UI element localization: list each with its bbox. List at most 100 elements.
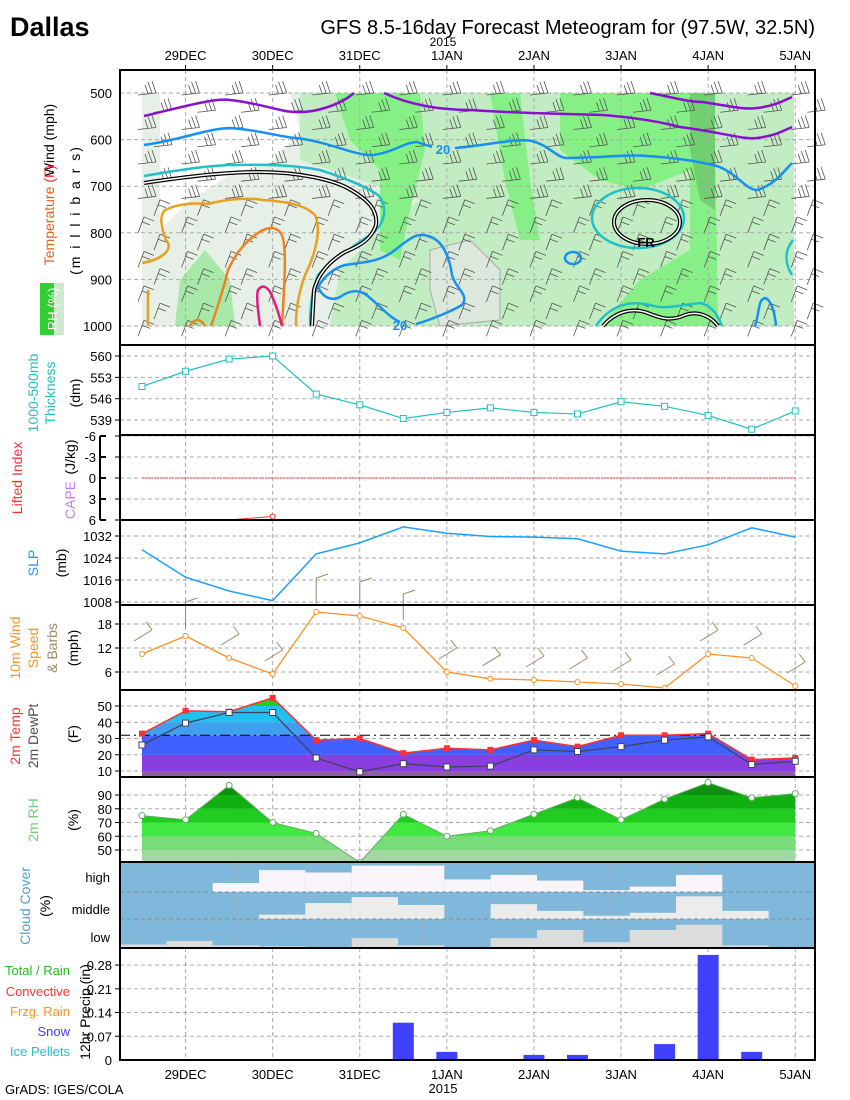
wind-barb — [676, 268, 693, 285]
wind-speed-label-1: 10m Wind — [7, 616, 23, 679]
wind-barb — [153, 132, 173, 148]
wind-barb — [181, 216, 198, 234]
cloud-bar-low — [722, 945, 769, 948]
wind-barb — [632, 268, 650, 285]
temp-band — [142, 754, 796, 771]
wind-barb — [747, 115, 767, 130]
lifted-index-panel: -6 -3 0 3 6 — [84, 429, 816, 528]
rh-bright-green-band-1 — [335, 93, 425, 260]
wind-barb — [486, 115, 505, 130]
rh-point — [661, 795, 669, 803]
wind-barb — [790, 320, 808, 337]
precip-legend-snow: Snow — [37, 1024, 70, 1039]
temp-point — [487, 746, 494, 753]
day-label-top: 5JAN — [779, 48, 811, 63]
wind-barb — [747, 149, 767, 165]
wind-barb — [458, 199, 475, 216]
temp-band — [142, 697, 796, 706]
precip-panel: 0.28 0.21 0.14 0.07 0 — [87, 947, 816, 1068]
wind-barb — [720, 98, 739, 113]
pressure-tick-label: 500 — [90, 86, 112, 101]
slp-line — [141, 526, 796, 602]
wind-barb — [264, 641, 284, 662]
lifted-index-point — [269, 513, 276, 520]
dewpt-point — [269, 709, 277, 716]
y-tick-label: 40 — [98, 715, 112, 730]
wind-barb — [617, 184, 636, 199]
cloud-bar-middle — [351, 897, 398, 919]
wind-barb — [181, 251, 198, 268]
rh-point — [399, 810, 407, 818]
wind-barb — [807, 132, 826, 148]
thickness-panel-frame — [119, 344, 816, 436]
wind-barb — [719, 302, 737, 320]
wind-barb — [486, 216, 503, 234]
wind-barb — [458, 268, 475, 285]
wind-barb — [137, 184, 157, 199]
wind-barb — [220, 625, 240, 646]
temperature-label: Temperature (F) — [41, 165, 57, 265]
wind-barb — [137, 115, 157, 130]
wind-barb — [660, 251, 677, 268]
wind-barb — [502, 302, 519, 320]
contour-orange-outer — [141, 197, 319, 327]
wind-barb — [763, 268, 780, 285]
wind-barb — [224, 320, 242, 337]
wind-barb — [589, 268, 606, 285]
wind-barb — [312, 149, 331, 165]
pressure-tick-label: 900 — [90, 272, 112, 287]
contour-cyan-right — [785, 239, 795, 276]
wind-speed-point — [748, 655, 755, 661]
wind-barb — [703, 251, 721, 268]
thickness-label-2: Thickness — [42, 361, 58, 424]
wind-speed-label-2: Speed — [25, 628, 41, 668]
wind-barb — [545, 199, 563, 216]
thickness-point — [661, 402, 669, 410]
wind-speed-point — [139, 651, 145, 657]
wind-barb — [633, 98, 652, 113]
wind-barb — [268, 184, 288, 199]
cloud-level-label: high — [85, 870, 110, 885]
wind-barb — [133, 621, 153, 642]
dewpt-point — [182, 719, 190, 727]
wind-barb — [660, 115, 679, 130]
wind-speed-point — [530, 677, 537, 683]
wind-barb — [660, 320, 677, 337]
rh-band — [142, 808, 796, 823]
wind-barb — [573, 320, 590, 337]
wind-barb — [486, 285, 503, 303]
wind-barb — [791, 115, 810, 130]
y-tick-label: -3 — [84, 450, 96, 465]
wind-barb — [719, 233, 737, 251]
wind-barb — [482, 646, 501, 667]
cloud-bar-low — [166, 941, 213, 948]
cloud-level-label: middle — [72, 902, 110, 917]
wind-barb — [529, 216, 547, 234]
precip-legend-convective: Convective — [6, 984, 70, 999]
wind-barb — [197, 98, 216, 113]
cape-label: CAPE — [62, 481, 78, 519]
wind-speed-point — [269, 671, 276, 677]
cloud-bar-middle — [259, 914, 306, 919]
cloud-bar-low — [120, 944, 167, 948]
day-label-top: 31DEC — [339, 48, 381, 63]
wind-barb — [545, 132, 565, 148]
upper-air-panel: 20 20 FR — [119, 69, 826, 346]
contour-blue-20 — [143, 126, 793, 192]
wind-barb — [545, 268, 563, 285]
day-label-top: 30DEC — [252, 48, 294, 63]
precip-bar — [654, 1044, 676, 1060]
wind-label: Wind (mph) — [41, 104, 57, 176]
contour-cyan-loop — [590, 186, 686, 250]
wind-barb — [633, 132, 652, 148]
wind-barb — [137, 80, 157, 96]
wind-barb — [676, 233, 693, 251]
dewpt-point — [138, 741, 146, 749]
wind-barb — [438, 639, 458, 660]
y-tick-label: 0 — [105, 1053, 112, 1068]
contour-label-20-lower: 20 — [393, 318, 407, 333]
wind-barb — [616, 285, 634, 303]
thickness-point — [530, 408, 538, 416]
